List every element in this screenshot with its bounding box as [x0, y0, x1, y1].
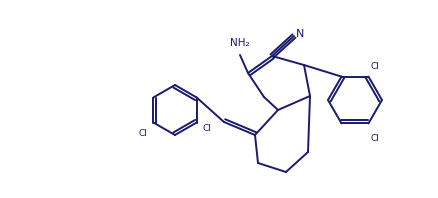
Text: Cl: Cl	[202, 124, 211, 133]
Text: NH₂: NH₂	[230, 38, 249, 48]
Text: N: N	[296, 29, 304, 39]
Text: Cl: Cl	[369, 134, 378, 143]
Text: Cl: Cl	[369, 62, 378, 71]
Text: Cl: Cl	[138, 129, 147, 138]
